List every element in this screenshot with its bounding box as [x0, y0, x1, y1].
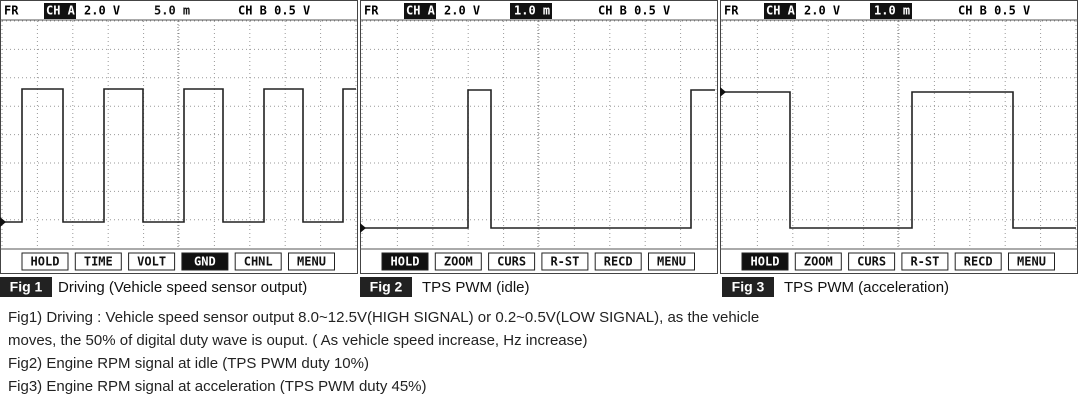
softkey [381, 252, 429, 271]
waveform [722, 91, 1076, 229]
waveform [2, 88, 356, 223]
softkey-label: MENU [657, 255, 686, 269]
softkey [741, 252, 789, 271]
softkey [1008, 252, 1055, 271]
softkey-label: HOLD [751, 255, 780, 269]
figure-label: Fig 3 [732, 279, 765, 295]
softkey-label: ZOOM [444, 255, 473, 269]
channel-b: CH B 0.5 V [238, 4, 310, 18]
softkey [848, 252, 896, 271]
figure-label: Fig 1 [10, 279, 43, 295]
figure-label-box [360, 277, 412, 297]
softkey [541, 252, 589, 271]
softkey-label: HOLD [391, 255, 420, 269]
time-div: 5.0 m [154, 4, 190, 18]
softkey [648, 252, 695, 271]
ground-marker [0, 217, 6, 227]
channel-a: CH A [46, 4, 76, 18]
channel-a: CH A [766, 4, 796, 18]
softkey [21, 252, 69, 271]
channel-a-box [404, 3, 436, 19]
note-line: moves, the 50% of digital duty wave is o… [8, 332, 587, 349]
channel-a: CH A [406, 4, 436, 18]
scope-panel: FR CH A 2.0 V 1.0 m CH B 0.5 V HOLD ZOOM CURS R-… [720, 0, 1078, 297]
softkey [434, 252, 482, 271]
softkey [594, 252, 642, 271]
softkey-label: RECD [964, 255, 993, 269]
time-box [870, 3, 912, 19]
softkey-label: CHNL [244, 255, 273, 269]
figure-caption: TPS PWM (idle) [422, 279, 530, 296]
mode-label: FR [364, 4, 379, 18]
softkey [901, 252, 949, 271]
softkey-label: ZOOM [804, 255, 833, 269]
softkey-label: GND [194, 255, 216, 269]
softkey [954, 252, 1002, 271]
softkey-label: RECD [604, 255, 633, 269]
softkey [74, 252, 122, 271]
channel-b: CH B 0.5 V [958, 4, 1030, 18]
mode-label: FR [4, 4, 19, 18]
figure-caption: Driving (Vehicle speed sensor output) [58, 279, 307, 296]
note-line: Fig3) Engine RPM signal at acceleration … [8, 378, 427, 395]
softkey-label: HOLD [31, 255, 60, 269]
softkey [794, 252, 842, 271]
figure-label-box [0, 277, 52, 297]
softkey-label: VOLT [137, 255, 166, 269]
figure-label-box [722, 277, 774, 297]
time-box [510, 3, 552, 19]
ground-marker [360, 223, 366, 233]
volts-div: 2.0 V [84, 4, 120, 18]
volts-div: 2.0 V [804, 4, 840, 18]
mode-label: FR [724, 4, 739, 18]
figure-label: Fig 2 [370, 279, 403, 295]
softkey-label: R-ST [550, 255, 579, 269]
softkey-label: TIME [84, 255, 113, 269]
scope-panel: FR CH A 2.0 V 5.0 m CH B 0.5 V HOLD TIME VOLT GN… [0, 0, 358, 297]
scope-panel: FR CH A 2.0 V 1.0 m CH B 0.5 V HOLD ZOOM CURS R-… [360, 0, 718, 297]
channel-a-box [764, 3, 796, 19]
note-line: Fig2) Engine RPM signal at idle (TPS PWM… [8, 355, 369, 372]
softkey-label: MENU [297, 255, 326, 269]
softkey [288, 252, 335, 271]
figure-caption: TPS PWM (acceleration) [784, 279, 949, 296]
time-div: 1.0 m [874, 4, 910, 18]
channel-a-box [44, 3, 76, 19]
softkey [181, 252, 229, 271]
softkey-label: CURS [857, 255, 886, 269]
ground-marker [720, 87, 726, 97]
waveform [362, 89, 715, 229]
note-line: Fig1) Driving : Vehicle speed sensor out… [8, 309, 759, 326]
volts-div: 2.0 V [444, 4, 480, 18]
softkey [488, 252, 536, 271]
softkey-label: CURS [497, 255, 526, 269]
softkey [234, 252, 282, 271]
softkey [128, 252, 176, 271]
time-div: 1.0 m [514, 4, 550, 18]
channel-b: CH B 0.5 V [598, 4, 670, 18]
softkey-label: R-ST [910, 255, 939, 269]
softkey-label: MENU [1017, 255, 1046, 269]
